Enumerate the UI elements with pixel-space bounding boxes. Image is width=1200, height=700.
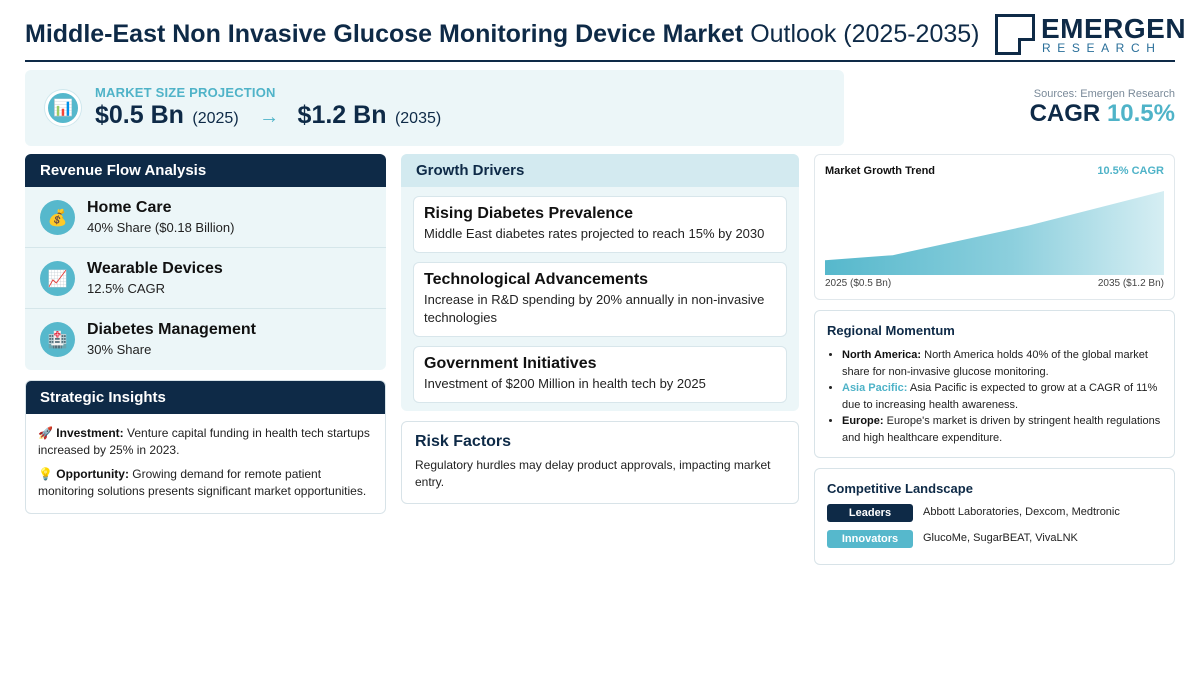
trend-chart-icon: 📈 (40, 261, 75, 296)
bar-chart-icon: 📊 (45, 90, 81, 126)
market-growth-trend-chart: Market Growth Trend 10.5% CAGR 2025 ($0.… (814, 154, 1175, 300)
trend-cagr: 10.5% CAGR (1097, 165, 1164, 177)
competitor-row-innovators: Innovators GlucoMe, SugarBEAT, VivaLNK (827, 530, 1162, 548)
region-label: Asia Pacific: (842, 382, 908, 395)
driver-desc: Investment of $200 Million in health tec… (424, 376, 706, 391)
logo-mark-icon (995, 14, 1035, 55)
logo-name: EMERGEN (1041, 13, 1187, 44)
growth-drivers-panel: Growth Drivers Rising Diabetes Prevalenc… (401, 154, 799, 411)
page-title: Middle-East Non Invasive Glucose Monitor… (25, 20, 980, 49)
insight-investment: 🚀 Investment: Venture capital funding in… (26, 425, 385, 459)
insight-text: Venture capital funding in health tech s… (38, 426, 370, 457)
revenue-item-name: Wearable Devices (87, 260, 223, 277)
trend-start-label: 2025 ($0.5 Bn) (825, 278, 892, 289)
driver-desc: Middle East diabetes rates projected to … (424, 226, 765, 241)
revenue-flow-panel: Revenue Flow Analysis 💰 Home Care 40% Sh… (25, 154, 386, 370)
risk-factors-desc: Regulatory hurdles may delay product app… (415, 458, 771, 489)
growth-drivers-title: Growth Drivers (401, 154, 799, 187)
title-light: Outlook (2025-2035) (750, 20, 980, 48)
region-item-europe: Europe: Europe's market is driven by str… (842, 413, 1162, 446)
lightbulb-icon: 💡 (38, 467, 53, 481)
regional-list: North America: North America holds 40% o… (827, 347, 1162, 447)
start-value: $0.5 Bn (95, 101, 184, 129)
revenue-item-name: Diabetes Management (87, 321, 256, 338)
risk-factors-panel: Risk Factors Regulatory hurdles may dela… (401, 421, 799, 504)
driver-card: Technological Advancements Increase in R… (413, 262, 787, 337)
region-label: North America: (842, 349, 922, 361)
end-value: $1.2 Bn (297, 101, 387, 129)
revenue-item-home-care: 💰 Home Care 40% Share ($0.18 Billion) (25, 187, 386, 248)
strategic-insights-title: Strategic Insights (26, 381, 385, 414)
title-bold: Middle-East Non Invasive Glucose Monitor… (25, 20, 744, 48)
competitor-names: Abbott Laboratories, Dexcom, Medtronic (923, 506, 1120, 518)
insight-text: Growing demand for remote patient monito… (38, 467, 367, 498)
region-label: Europe: (842, 415, 884, 428)
revenue-flow-title: Revenue Flow Analysis (25, 154, 386, 187)
region-item-asia-pacific: Asia Pacific: Asia Pacific is expected t… (842, 380, 1162, 413)
region-text: Europe's market is driven by stringent h… (842, 415, 1161, 444)
region-text: North America holds 40% of the global ma… (842, 349, 1148, 378)
cagr-label: CAGR (1029, 100, 1101, 127)
innovators-tag: Innovators (827, 530, 913, 548)
revenue-item-detail: 30% Share (87, 342, 152, 357)
driver-title: Government Initiatives (424, 355, 597, 372)
revenue-item-detail: 12.5% CAGR (87, 281, 166, 296)
cagr-value: 10.5% (1106, 100, 1175, 127)
emergen-logo[interactable]: EMERGEN RESEARCH (995, 14, 1186, 56)
end-year: (2035) (394, 110, 442, 127)
driver-card: Government Initiatives Investment of $20… (413, 346, 787, 403)
start-year: (2025) (192, 110, 239, 127)
trend-title: Market Growth Trend (825, 165, 936, 177)
source-note: Sources: Emergen Research (1033, 88, 1175, 100)
competitor-names: GlucoMe, SugarBEAT, VivaLNK (923, 532, 1078, 544)
revenue-item-diabetes-management: 🏥 Diabetes Management 30% Share (25, 309, 386, 370)
competitor-row-leaders: Leaders Abbott Laboratories, Dexcom, Med… (827, 504, 1162, 522)
projection-values: $0.5 Bn (2025) → $1.2 Bn (2035) (95, 101, 441, 130)
revenue-item-wearable-devices: 📈 Wearable Devices 12.5% CAGR (25, 248, 386, 309)
leaders-tag: Leaders (827, 504, 913, 522)
logo-subtitle: RESEARCH (1042, 41, 1162, 55)
driver-card: Rising Diabetes Prevalence Middle East d… (413, 196, 787, 253)
region-item-north-america: North America: North America holds 40% o… (842, 347, 1162, 380)
driver-title: Technological Advancements (424, 271, 649, 288)
strategic-insights-panel: Strategic Insights 🚀 Investment: Venture… (25, 380, 386, 514)
regional-momentum-panel: Regional Momentum North America: North A… (814, 310, 1175, 458)
risk-factors-title: Risk Factors (415, 433, 512, 450)
trend-area-series (825, 191, 1164, 275)
competitive-landscape-panel: Competitive Landscape Leaders Abbott Lab… (814, 468, 1175, 565)
projection-label: MARKET SIZE PROJECTION (95, 85, 276, 100)
competitive-landscape-title: Competitive Landscape (827, 481, 973, 496)
money-bag-icon: 💰 (40, 200, 75, 235)
region-text: Asia Pacific is expected to grow at a CA… (842, 382, 1158, 411)
rocket-icon: 🚀 (38, 426, 53, 440)
hospital-icon: 🏥 (40, 322, 75, 357)
trend-end-label: 2035 ($1.2 Bn) (1097, 278, 1164, 289)
insight-label: Investment: (56, 426, 124, 440)
insight-opportunity: 💡 Opportunity: Growing demand for remote… (26, 466, 385, 500)
driver-desc: Increase in R&D spending by 20% annually… (424, 292, 765, 325)
driver-title: Rising Diabetes Prevalence (424, 205, 633, 222)
page-header: Middle-East Non Invasive Glucose Monitor… (25, 10, 1186, 62)
revenue-item-name: Home Care (87, 199, 172, 216)
regional-momentum-title: Regional Momentum (827, 323, 955, 338)
insight-label: Opportunity: (56, 467, 129, 481)
revenue-item-detail: 40% Share ($0.18 Billion) (87, 220, 235, 235)
cagr-summary: CAGR 10.5% (1030, 100, 1175, 128)
trend-area-chart (825, 191, 1164, 275)
arrow-right-icon: → (259, 106, 280, 128)
market-size-projection: 📊 MARKET SIZE PROJECTION $0.5 Bn (2025) … (25, 70, 844, 146)
